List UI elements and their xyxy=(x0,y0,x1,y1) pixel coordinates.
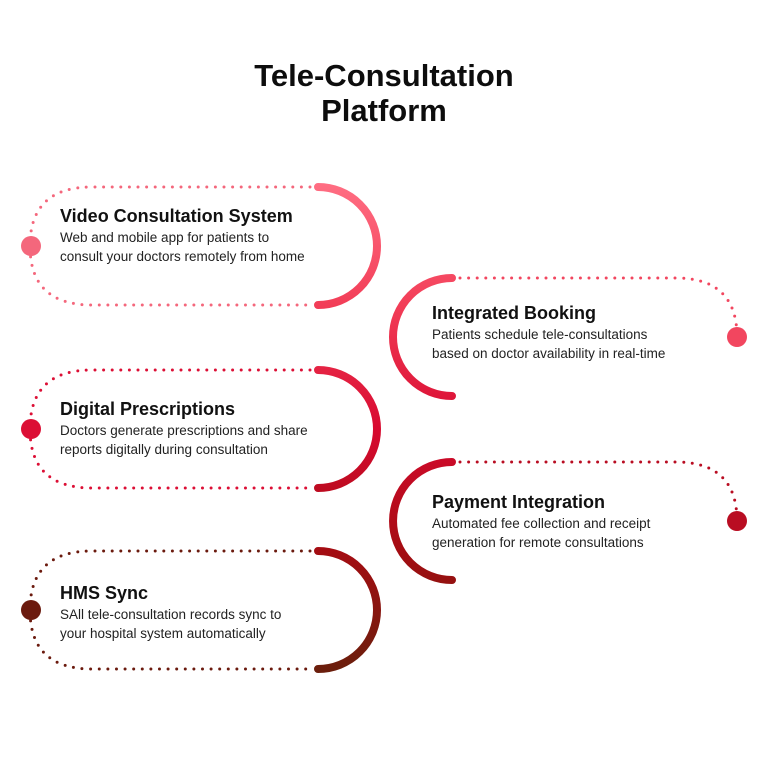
step-marker-dot xyxy=(21,419,41,439)
desc-line: reports digitally during consultation xyxy=(60,441,268,457)
desc-line: generation for remote consultations xyxy=(432,534,644,550)
desc-line: SAll tele-consultation records sync to xyxy=(60,607,282,622)
step-title: Payment Integration xyxy=(432,492,606,512)
step-marker-dot xyxy=(727,511,747,531)
step-digital-prescriptions: Digital Prescriptions Doctors generate p… xyxy=(60,398,360,459)
step-marker-dot xyxy=(727,327,747,347)
dotted-outline xyxy=(28,368,312,490)
connector-arc xyxy=(389,458,456,584)
step-title: Video Consultation System xyxy=(60,206,293,226)
step-title: Integrated Booking xyxy=(432,303,597,323)
step-description: Doctors generate prescriptions and share… xyxy=(60,422,360,459)
step-title: Digital Prescriptions xyxy=(60,399,236,419)
step-payment-integration: Payment Integration Automated fee collec… xyxy=(432,491,732,552)
step-title: HMS Sync xyxy=(60,583,149,603)
desc-line: Automated fee collection and receipt xyxy=(432,516,651,531)
desc-line: consult your doctors remotely from home xyxy=(60,248,305,264)
step-description: SAll tele-consultation records sync to yo… xyxy=(60,606,360,643)
connector-arc xyxy=(389,274,456,400)
desc-line: your hospital system automatically xyxy=(60,625,266,641)
desc-line: Doctors generate prescriptions and share xyxy=(60,423,308,438)
step-description: Automated fee collection and receipt gene… xyxy=(432,515,732,552)
page-title: Tele-Consultation Platform xyxy=(0,58,768,128)
step-marker-dot xyxy=(21,236,41,256)
desc-line: Patients schedule tele-consultations xyxy=(432,327,648,342)
connector-arc xyxy=(314,366,381,492)
dotted-outline xyxy=(458,276,739,339)
step-integrated-booking: Integrated Booking Patients schedule tel… xyxy=(432,302,732,363)
desc-line: based on doctor availability in real-tim… xyxy=(432,345,666,361)
title-line-2: Platform xyxy=(321,93,447,128)
desc-line: Web and mobile app for patients to xyxy=(60,230,270,245)
step-description: Patients schedule tele-consultations base… xyxy=(432,326,732,363)
step-hms-sync: HMS Sync SAll tele-consultation records … xyxy=(60,582,360,643)
connector-arc xyxy=(314,183,381,309)
dotted-outline xyxy=(28,185,312,307)
step-description: Web and mobile app for patients to consul… xyxy=(60,229,360,266)
step-marker-dot xyxy=(21,600,41,620)
dotted-outline xyxy=(28,549,312,671)
step-video-consultation: Video Consultation System Web and mobile… xyxy=(60,205,360,266)
title-line-1: Tele-Consultation xyxy=(254,58,514,93)
connector-arc xyxy=(314,547,381,673)
dotted-outline xyxy=(458,460,739,523)
